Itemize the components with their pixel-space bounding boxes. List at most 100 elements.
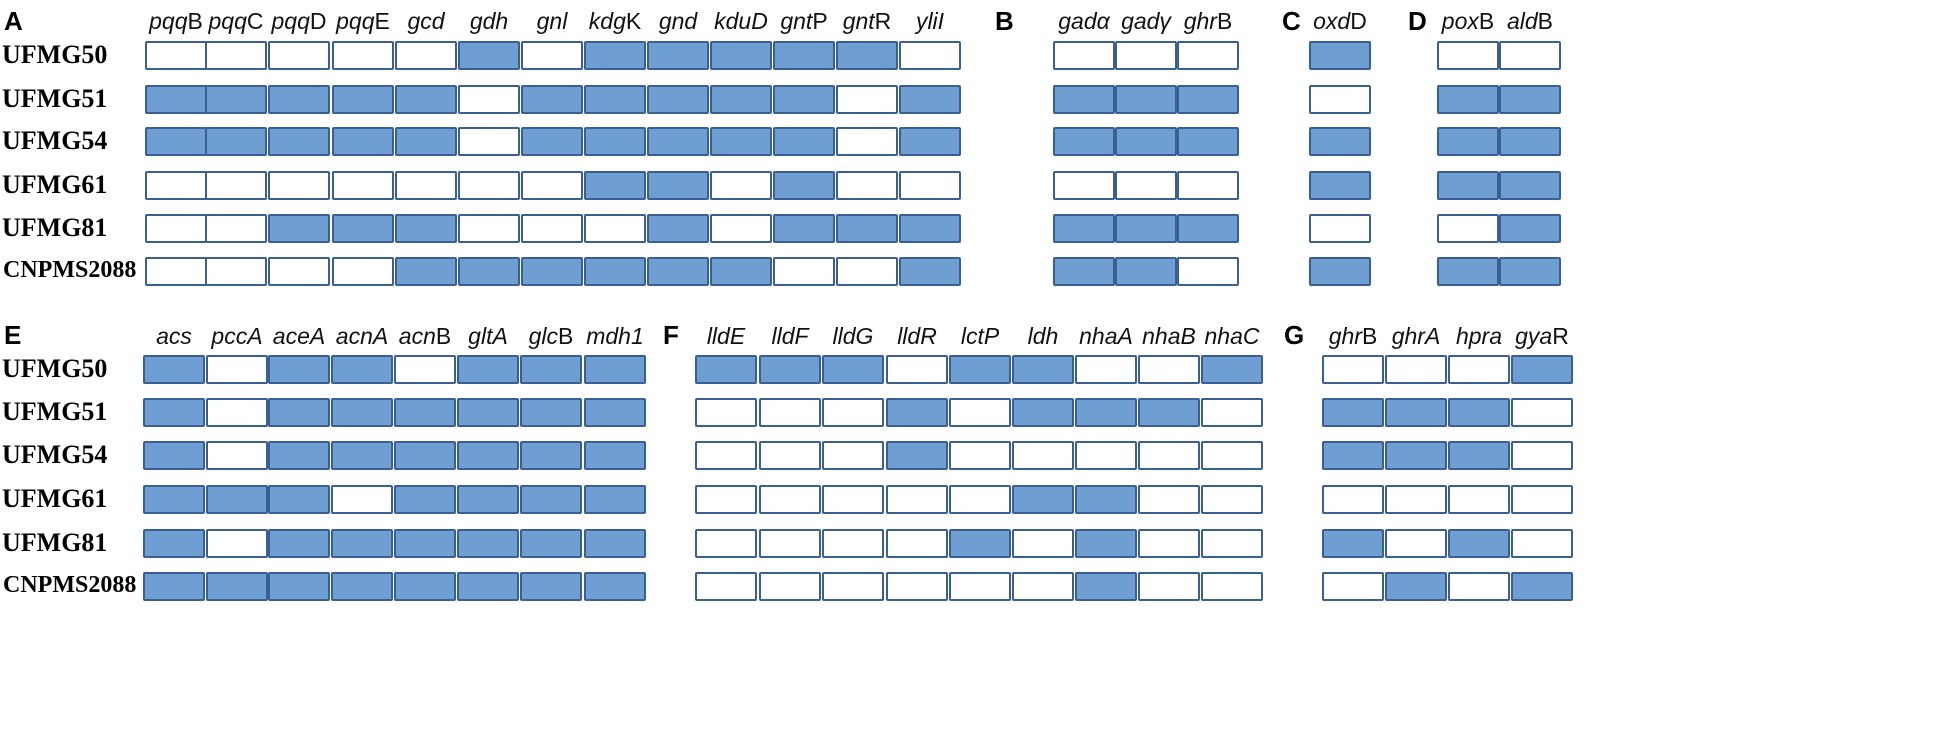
gene-name-italic: kdg [588,8,626,34]
panel-a-cell-present [773,41,835,70]
panel-f-cell-absent [1012,572,1074,601]
panel-f-cell-absent [949,485,1011,514]
panel-a-cell-present [647,171,709,200]
panel-g-cell-present [1385,398,1447,427]
panel-g-cell-present [1448,529,1510,558]
panel-a-cell-absent [584,214,646,243]
panel-b-cell-present [1177,85,1239,114]
panel-a-cell-absent [773,257,835,286]
gene-name-suffix: B [187,8,203,34]
panel-b-cell-present [1053,127,1115,156]
gene-name-suffix: B [1478,8,1495,34]
gene-name-suffix: D [309,8,327,34]
panel-a-cell-absent [332,257,394,286]
panel-a-cell-present [458,257,520,286]
strain-label: UFMG51 [2,397,108,426]
panel-c-cell-present [1309,127,1371,156]
gene-name-italic: acnA [335,323,389,349]
gene-name-suffix: P [812,8,828,34]
panel-f-cell-present [1012,398,1074,427]
panel-e-cell-present [457,529,519,558]
panel-a-cell-absent [268,171,330,200]
panel-e-cell-present [520,529,582,558]
panel-a-cell-absent [521,41,583,70]
panel-f-cell-absent [1201,485,1263,514]
strain-label: CNPMS2088 [3,257,137,283]
panel-f-cell-absent [822,485,884,514]
panel-a-cell-present [647,257,709,286]
panel-a-cell-absent [899,171,961,200]
panel-g-cell-absent [1385,355,1447,384]
panel-a-gene-label: kduD [690,10,792,33]
gene-name-italic: pqq [149,8,188,34]
panel-a-cell-present [899,85,961,114]
gene-name-italic: yliI [915,8,945,34]
panel-e-gene-label: pccA [186,325,288,348]
gene-name-italic: lldF [771,323,809,349]
panel-a-cell-absent [458,171,520,200]
panel-f-cell-present [1012,355,1074,384]
panel-e-gene-label: acs [123,325,225,348]
panel-e-cell-present [394,529,456,558]
gene-name-italic: gnd [658,8,698,34]
panel-f-gene-label: lctP [929,325,1031,348]
strain-label: UFMG61 [2,170,108,199]
panel-g-cell-absent [1511,485,1573,514]
panel-f-gene-label: nhaC [1181,325,1283,348]
panel-a-cell-present [521,85,583,114]
panel-g-cell-present [1448,398,1510,427]
panel-f-cell-absent [695,441,757,470]
panel-e-cell-present [457,485,519,514]
gene-name-italic: acs [156,323,192,349]
gene-name-italic: oxd [1313,8,1351,34]
panel-a-cell-present [899,127,961,156]
panel-f-cell-absent [886,355,948,384]
panel-a-cell-present [268,85,330,114]
panel-g-cell-absent [1511,441,1573,470]
panel-e-cell-present [143,485,205,514]
panel-g-cell-present [1322,398,1384,427]
panel-a-cell-present [395,127,457,156]
panel-e-cell-present [584,355,646,384]
panel-a-cell-absent [268,41,330,70]
panel-e-cell-present [268,441,330,470]
panel-a-cell-present [647,214,709,243]
panel-a-cell-present [584,257,646,286]
panel-g-cell-absent [1511,398,1573,427]
gene-name-italic: kduD [714,8,768,34]
gene-name-italic: gya [1515,323,1553,349]
panel-f-gene-label: lldR [866,325,968,348]
panel-e-cell-present [520,398,582,427]
panel-f-gene-label: lldF [739,325,841,348]
gene-name-italic: pqq [208,8,247,34]
panel-f-cell-absent [822,572,884,601]
panel-e-cell-present [331,529,393,558]
panel-a-cell-absent [395,41,457,70]
panel-a-gene-label: gntR [816,10,918,33]
panel-a-gene-label: yliI [879,10,981,33]
panel-d-cell-absent [1437,214,1499,243]
panel-d-cell-present [1499,85,1561,114]
panel-e-cell-absent [331,485,393,514]
panel-e-cell-absent [206,355,268,384]
panel-d-letter: D [1408,6,1427,36]
gene-name-italic: gnt [842,8,875,34]
panel-b-cell-present [1177,214,1239,243]
strain-label: UFMG81 [2,213,108,242]
panel-f-cell-absent [759,485,821,514]
gene-name-italic: pccA [211,323,263,349]
panel-f-cell-present [695,355,757,384]
panel-a-cell-absent [145,171,207,200]
panel-a-cell-present [205,127,267,156]
panel-a-cell-present [710,85,772,114]
gene-name-suffix: C [246,8,264,34]
panel-a-cell-absent [205,257,267,286]
gene-name-italic: lldE [706,323,746,349]
panel-d-cell-present [1499,214,1561,243]
panel-c-cell-absent [1309,214,1371,243]
gene-name-italic: nhaA [1079,323,1133,349]
panel-f-cell-present [886,398,948,427]
panel-a-gene-label: pqqE [312,10,414,33]
panel-f-gene-label: nhaB [1118,325,1220,348]
panel-a-cell-present [584,41,646,70]
